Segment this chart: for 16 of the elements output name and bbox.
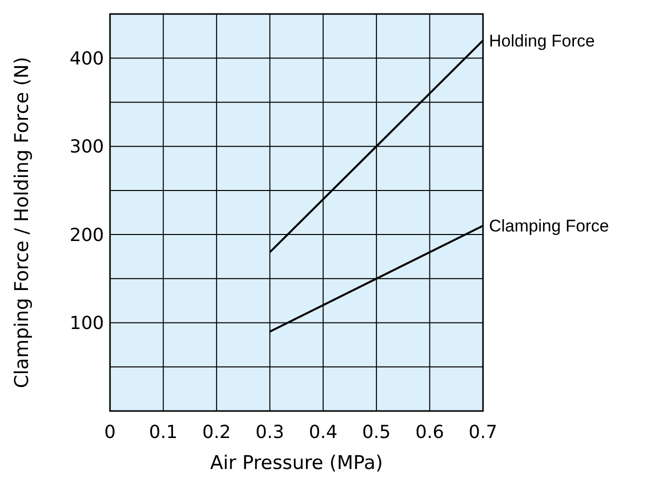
x-tick-label: 0.2 [202,422,231,443]
x-tick-label: 0.7 [468,422,498,443]
x-axis-title: Air Pressure (MPa) [210,452,383,474]
y-tick-label: 100 [70,313,104,334]
y-tick-label: 200 [70,224,104,246]
series-label: Holding Force [489,31,595,50]
y-tick-label: 400 [70,48,104,70]
y-tick-label: 300 [70,136,104,158]
y-axis-title: Clamping Force / Holding Force (N) [11,56,33,388]
x-tick-label: 0.5 [362,422,391,443]
series-label: Clamping Force [489,216,609,236]
x-tick-label: 0.4 [308,422,338,443]
x-tick-label: 0 [104,422,116,443]
x-tick-label: 0.6 [415,422,444,443]
x-tick-label: 0.1 [148,422,178,443]
x-tick-label: 0.3 [256,422,284,443]
